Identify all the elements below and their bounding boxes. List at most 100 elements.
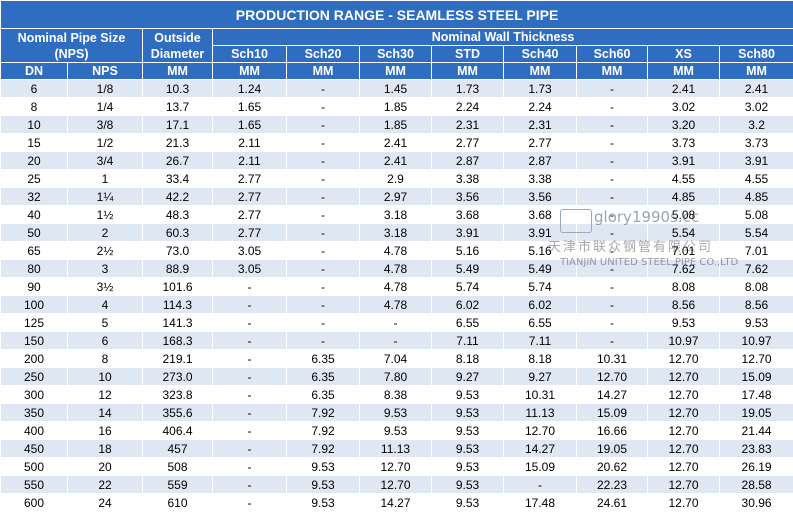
table-cell: 21.44 bbox=[718, 421, 793, 440]
table-row: 500 20 508-9.53 12.70 9.53 15.09 20.62 12.70 26.… bbox=[0, 457, 793, 476]
table-title: PRODUCTION RANGE - SEAMLESS STEEL PIPE bbox=[0, 0, 793, 29]
table-row: 32 1¼ 42.2 2.77-2.97 3.56 3.56-4.85 4.85 bbox=[0, 187, 793, 206]
table-cell: 6.35 bbox=[286, 385, 360, 404]
table-cell: - bbox=[576, 187, 648, 206]
header-schedule: Sch10 bbox=[212, 45, 287, 63]
table-cell: 1¼ bbox=[67, 187, 143, 206]
table-cell: 8 bbox=[0, 97, 68, 116]
header-schedule: Sch80 bbox=[718, 45, 793, 63]
table-cell: 2.41 bbox=[647, 79, 720, 98]
table-cell: 7.11 bbox=[431, 331, 504, 350]
table-cell: - bbox=[286, 241, 360, 260]
table-cell: 33.4 bbox=[142, 169, 213, 188]
table-cell: - bbox=[286, 223, 360, 242]
table-cell: 1.85 bbox=[359, 115, 432, 134]
table-cell: 141.3 bbox=[142, 313, 213, 332]
table-row: 450 18 457-7.92 11.13 9.53 14.27 19.05 12.70 23.… bbox=[0, 439, 793, 458]
table-cell: 8.08 bbox=[647, 277, 720, 296]
table-cell: 9.53 bbox=[431, 385, 504, 404]
header-unit: MM bbox=[359, 62, 432, 80]
table-cell: 3.38 bbox=[503, 169, 577, 188]
table-cell: 15.09 bbox=[718, 367, 793, 386]
table-cell: 5.49 bbox=[431, 259, 504, 278]
table-row: 300 12 323.8-6.35 8.38 9.53 10.31 14.27 12.70 17… bbox=[0, 385, 793, 404]
table-cell: 6.02 bbox=[431, 295, 504, 314]
table-cell: 3½ bbox=[67, 277, 143, 296]
table-cell: 3.68 bbox=[503, 205, 577, 224]
table-cell: 2.24 bbox=[431, 97, 504, 116]
table-cell: 7.92 bbox=[286, 421, 360, 440]
table-cell: 9.27 bbox=[431, 367, 504, 386]
table-cell: 7.92 bbox=[286, 403, 360, 422]
table-cell: 50 bbox=[0, 223, 68, 242]
table-cell: 80 bbox=[0, 259, 68, 278]
table-cell: 8.08 bbox=[718, 277, 793, 296]
header-unit: NPS bbox=[67, 62, 143, 80]
table-cell: 1.65 bbox=[212, 115, 287, 134]
table-cell: 17.48 bbox=[718, 385, 793, 404]
table-cell: - bbox=[503, 475, 577, 494]
table-cell: 1/4 bbox=[67, 97, 143, 116]
table-cell: 12.70 bbox=[647, 457, 720, 476]
table-cell: 12 bbox=[67, 385, 143, 404]
table-cell: 12.70 bbox=[359, 475, 432, 494]
table-cell: 100 bbox=[0, 295, 68, 314]
table-cell: - bbox=[212, 277, 287, 296]
table-row: 250 10 273.0-6.35 7.80 9.27 9.27 12.70 12.70 15.… bbox=[0, 367, 793, 386]
table-cell: 12.70 bbox=[718, 349, 793, 368]
table-cell: 32 bbox=[0, 187, 68, 206]
table-cell: 1½ bbox=[67, 205, 143, 224]
table-cell: 2.87 bbox=[503, 151, 577, 170]
table-cell: 3 bbox=[67, 259, 143, 278]
table-cell: 22.23 bbox=[576, 475, 648, 494]
table-cell: 1.73 bbox=[503, 79, 577, 98]
table-cell: 7.01 bbox=[718, 241, 793, 260]
table-cell: 10.3 bbox=[142, 79, 213, 98]
table-cell: 2.77 bbox=[212, 205, 287, 224]
header-schedule: Sch30 bbox=[359, 45, 432, 63]
table-cell: 9.53 bbox=[647, 313, 720, 332]
table-cell: - bbox=[286, 331, 360, 350]
table-cell: 11.13 bbox=[503, 403, 577, 422]
table-cell: - bbox=[212, 295, 287, 314]
table-cell: 101.6 bbox=[142, 277, 213, 296]
table-cell: - bbox=[286, 205, 360, 224]
table-cell: 150 bbox=[0, 331, 68, 350]
table-cell: 21.3 bbox=[142, 133, 213, 152]
table-cell: 12.70 bbox=[647, 367, 720, 386]
table-row: 15 1/2 21.3 2.11-2.41 2.77 2.77-3.73 3.73 bbox=[0, 133, 793, 152]
table-cell: - bbox=[286, 151, 360, 170]
header-unit: MM bbox=[718, 62, 793, 80]
table-cell: 10.31 bbox=[576, 349, 648, 368]
table-cell: 1.85 bbox=[359, 97, 432, 116]
table-cell: 73.0 bbox=[142, 241, 213, 260]
table-cell: 1/2 bbox=[67, 133, 143, 152]
table-cell: - bbox=[576, 331, 648, 350]
table-cell: 20 bbox=[0, 151, 68, 170]
table-cell: 9.53 bbox=[431, 493, 504, 512]
table-cell: 9.53 bbox=[359, 403, 432, 422]
table-cell: 350 bbox=[0, 403, 68, 422]
table-cell: 6 bbox=[67, 331, 143, 350]
table-cell: 26.7 bbox=[142, 151, 213, 170]
header-schedule: XS bbox=[647, 45, 720, 63]
table-cell: 19.05 bbox=[718, 403, 793, 422]
table-cell: 18 bbox=[67, 439, 143, 458]
table-cell: 5 bbox=[67, 313, 143, 332]
table-cell: 168.3 bbox=[142, 331, 213, 350]
table-cell: 7.92 bbox=[286, 439, 360, 458]
table-cell: 5.08 bbox=[647, 205, 720, 224]
table-cell: 1/8 bbox=[67, 79, 143, 98]
table-cell: - bbox=[286, 97, 360, 116]
table-cell: 2.41 bbox=[718, 79, 793, 98]
table-cell: 219.1 bbox=[142, 349, 213, 368]
table-cell: 3.91 bbox=[503, 223, 577, 242]
table-cell: 500 bbox=[0, 457, 68, 476]
table-cell: 9.53 bbox=[431, 475, 504, 494]
table-cell: 19.05 bbox=[576, 439, 648, 458]
table-cell: 15.09 bbox=[503, 457, 577, 476]
table-cell: 406.4 bbox=[142, 421, 213, 440]
table-cell: 250 bbox=[0, 367, 68, 386]
table-cell: 125 bbox=[0, 313, 68, 332]
table-row: 150 6 168.3- - -7.11 7.11-10.97 10.97 bbox=[0, 331, 793, 350]
